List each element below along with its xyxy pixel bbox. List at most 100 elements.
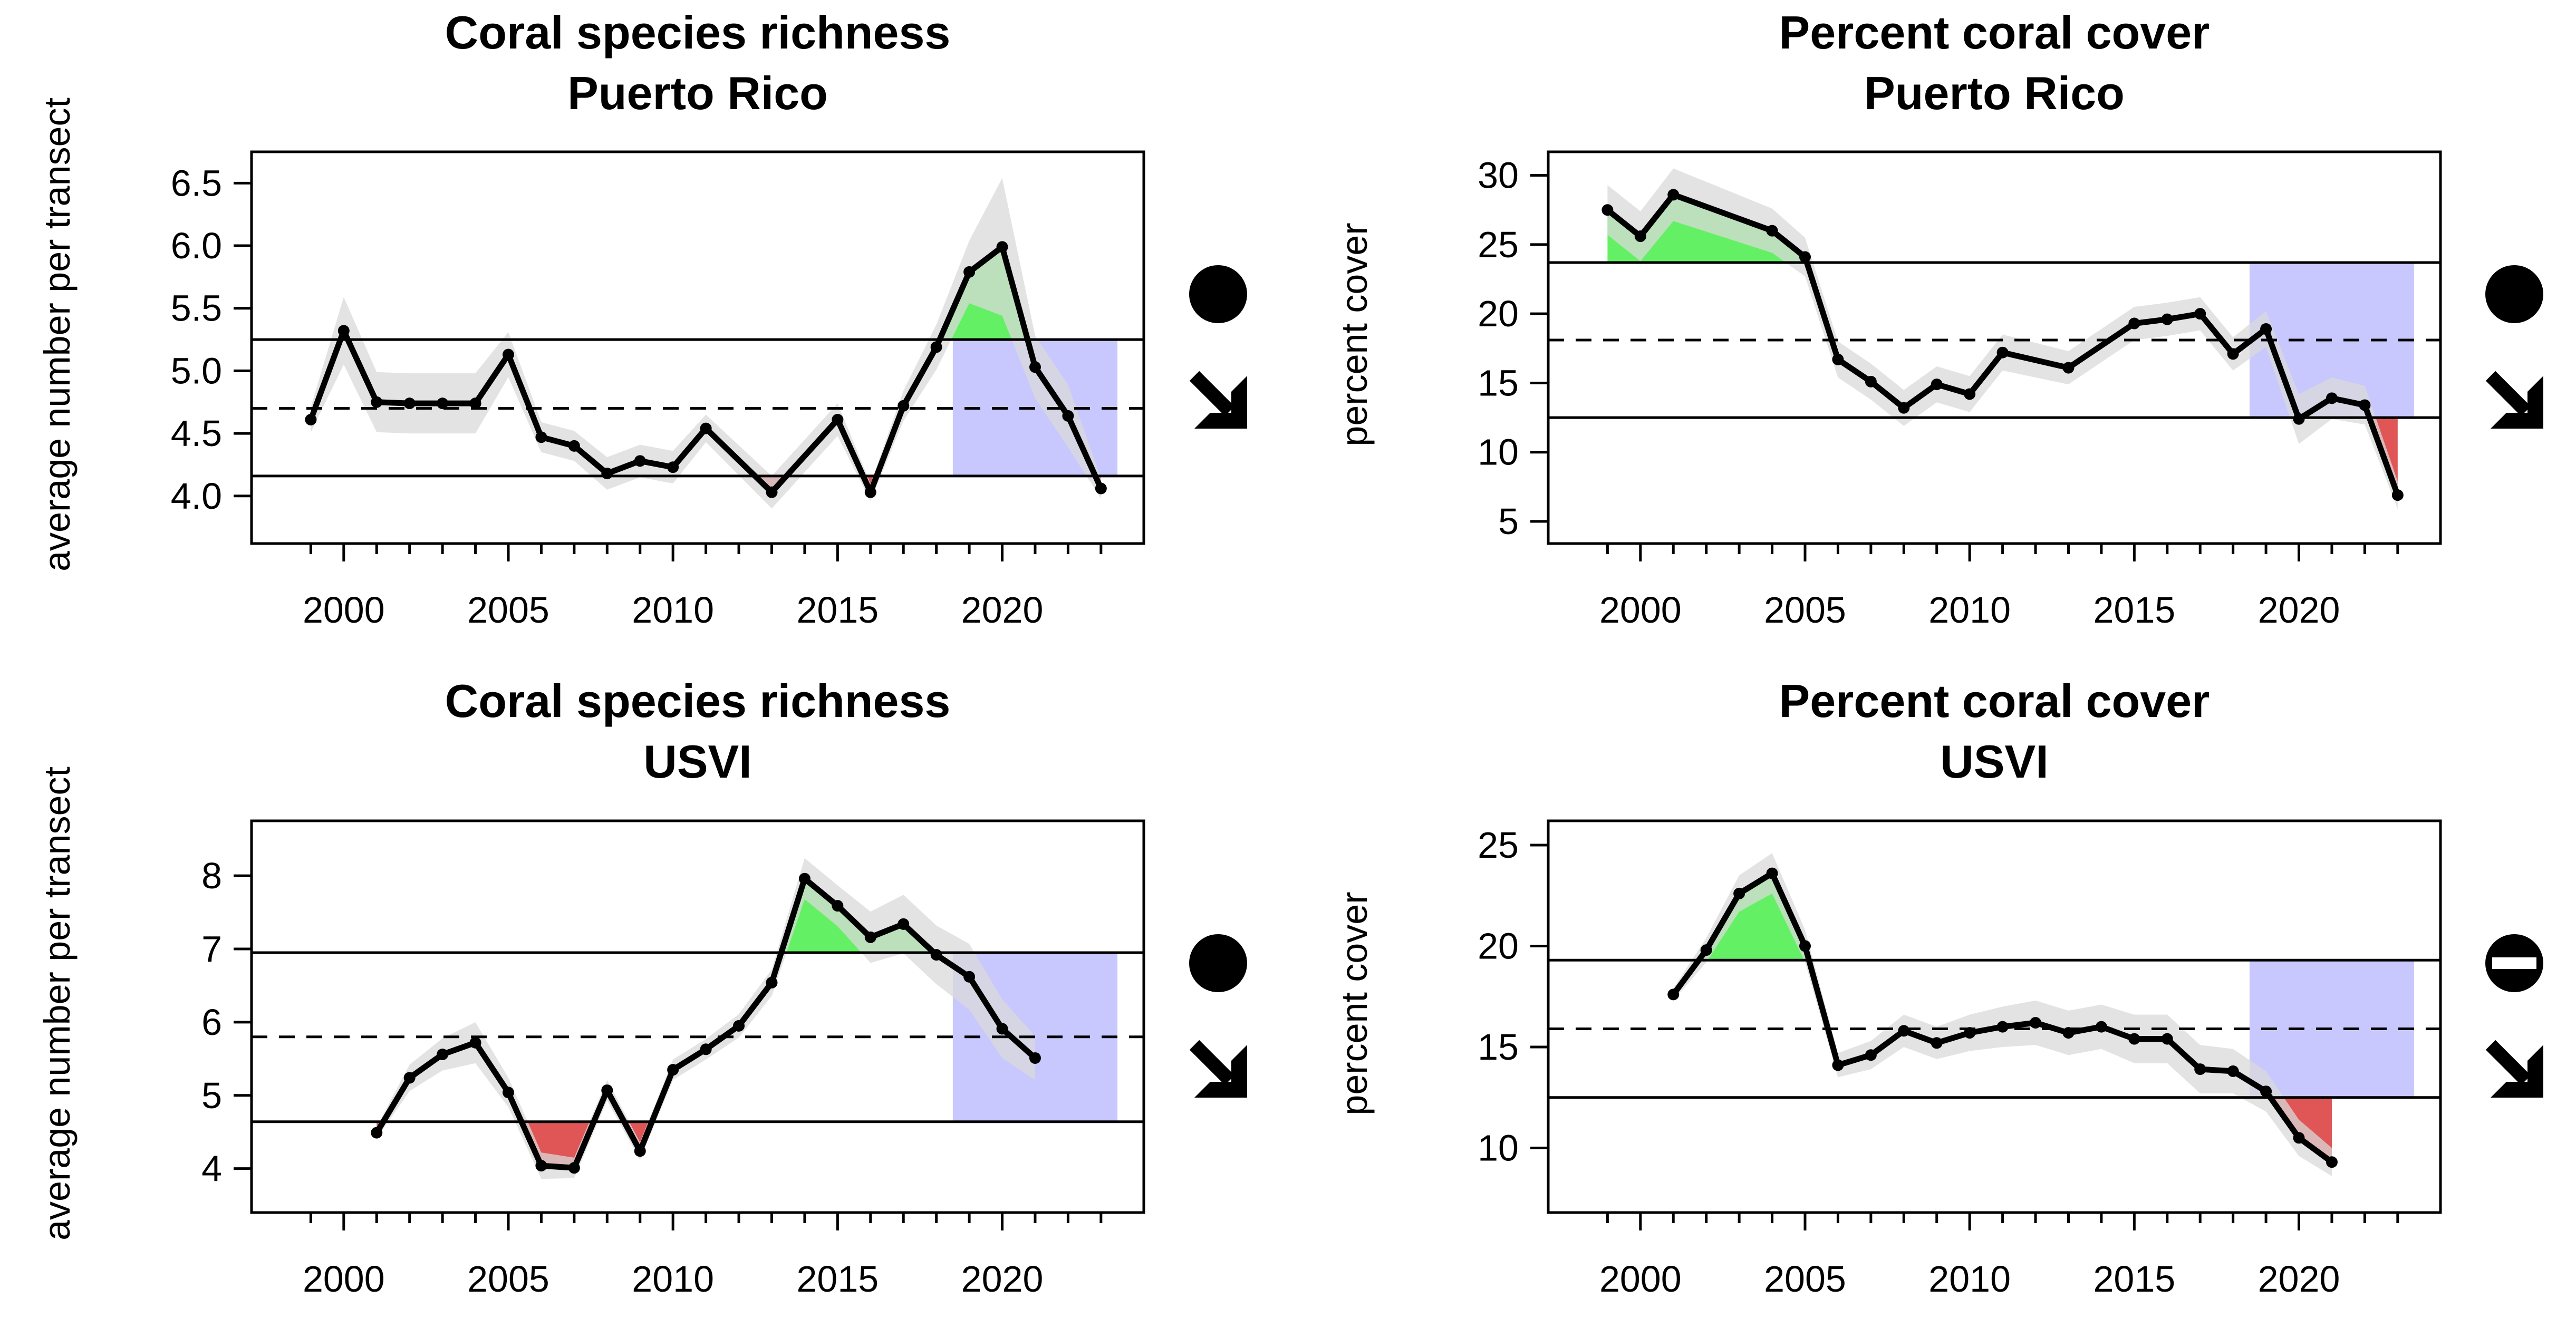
data-point [1931, 379, 1943, 391]
data-point [568, 440, 580, 452]
y-tick-label: 7 [201, 928, 222, 970]
arrow-down-right-icon [2485, 1040, 2543, 1098]
data-point [996, 241, 1008, 253]
data-point [963, 266, 976, 278]
data-point [2128, 317, 2140, 329]
y-tick-label: 6.0 [171, 225, 222, 266]
data-point [667, 461, 679, 473]
arrow-shaft [1189, 371, 1235, 416]
data-point [2326, 1156, 2338, 1168]
data-point [996, 1023, 1008, 1035]
y-tick-label: 20 [1478, 925, 1519, 966]
data-point [2161, 1033, 2173, 1045]
status-indicators [2485, 265, 2543, 429]
data-point [634, 455, 646, 467]
data-point [1865, 1049, 1877, 1061]
plot-area [1548, 168, 2440, 509]
y-tick-label: 15 [1478, 1026, 1519, 1068]
circle-minus-icon [2485, 934, 2543, 992]
data-point [1634, 230, 1646, 243]
x-tick-label: 2010 [1928, 589, 2011, 631]
data-point [2062, 362, 2075, 374]
data-point [601, 468, 613, 480]
confidence-band [377, 858, 1035, 1179]
arrow-shaft [1189, 1040, 1235, 1085]
x-tick-label: 2015 [796, 1258, 879, 1300]
data-point [403, 398, 416, 410]
data-point [898, 400, 910, 412]
chart-panel-2: 2000 2005 2010 2015 2020 5 10 15 20 25 30 Percent c… [1334, 6, 2543, 631]
data-point [2030, 1016, 2042, 1029]
data-point [2260, 1085, 2272, 1098]
chart-title-line-2: Puerto Rico [567, 67, 828, 119]
data-point [1766, 225, 1778, 237]
data-point [437, 398, 449, 410]
data-point [2128, 1033, 2140, 1045]
y-tick-label: 8 [201, 855, 222, 896]
data-point [930, 949, 942, 961]
data-point [1964, 1027, 1976, 1039]
confidence-band [311, 178, 1101, 509]
plot-frame [1547, 819, 2442, 1214]
x-tick-label: 2005 [467, 589, 549, 631]
y-tick-label: 30 [1478, 155, 1519, 196]
data-point [2161, 313, 2173, 325]
data-point [1733, 887, 1745, 899]
data-point [2062, 1027, 2075, 1039]
y-tick-label: 5.0 [171, 350, 222, 391]
y-tick-label: 25 [1478, 825, 1519, 866]
y-tick-label: 5 [201, 1075, 222, 1116]
x-tick-label: 2000 [303, 589, 385, 631]
arrow-head [2491, 376, 2543, 429]
data-point [832, 900, 844, 912]
chart-title-line-2: Puerto Rico [1864, 67, 2125, 119]
data-point [930, 341, 942, 353]
data-point [1700, 944, 1712, 956]
data-point [2260, 323, 2272, 335]
x-tick-label: 2015 [2093, 589, 2175, 631]
status-indicators [1189, 934, 1247, 1098]
data-point [2227, 348, 2239, 360]
x-tick-label: 2015 [2093, 1258, 2175, 1300]
chart-panel-1: 2000 2005 2010 2015 2020 4.0 4.5 5.0 5.5 6.0 6.5 Co… [36, 6, 1247, 631]
y-axis-label: average number per transect [36, 98, 78, 571]
x-tick-label: 2005 [1764, 589, 1846, 631]
x-tick-label: 2010 [632, 1258, 714, 1300]
y-axis-label: percent cover [1334, 891, 1375, 1115]
y-tick-label: 10 [1478, 432, 1519, 473]
x-tick-label: 2000 [1599, 1258, 1682, 1300]
y-tick-label: 4 [201, 1148, 222, 1189]
data-point [2359, 399, 2371, 411]
arrow-shaft [2485, 1040, 2531, 1085]
x-tick-label: 2020 [2258, 1258, 2340, 1300]
chart-panel-4: 2000 2005 2010 2015 2020 10 15 20 25 Percent cora… [1334, 675, 2543, 1300]
x-tick-label: 2020 [961, 589, 1044, 631]
data-point [1898, 1025, 1910, 1037]
data-point [1667, 988, 1680, 1001]
data-point [1964, 388, 1976, 400]
status-indicators [1189, 265, 1247, 429]
data-point [1029, 1052, 1041, 1064]
data-point [766, 976, 778, 988]
data-point [667, 1064, 679, 1076]
data-point [568, 1162, 580, 1174]
filled-circle-icon [2485, 265, 2543, 323]
y-tick-label: 5.5 [171, 288, 222, 329]
chart-title-line-2: USVI [643, 735, 751, 788]
y-tick-label: 4.0 [171, 476, 222, 517]
data-point [798, 873, 811, 885]
plot-area [1548, 853, 2440, 1177]
data-point [963, 971, 976, 983]
arrow-down-right-icon [1189, 371, 1247, 429]
data-point [2293, 1132, 2305, 1144]
arrow-shaft [2485, 371, 2531, 416]
x-tick-label: 2005 [467, 1258, 549, 1300]
x-tick-label: 2000 [1599, 589, 1682, 631]
x-tick-label: 2005 [1764, 1258, 1846, 1300]
data-point [535, 1160, 547, 1172]
x-tick-label: 2010 [1928, 1258, 2011, 1300]
chart-title-line-2: USVI [1940, 735, 2048, 788]
data-point [371, 396, 383, 408]
data-point [1832, 353, 1844, 365]
data-point [1799, 940, 1811, 952]
